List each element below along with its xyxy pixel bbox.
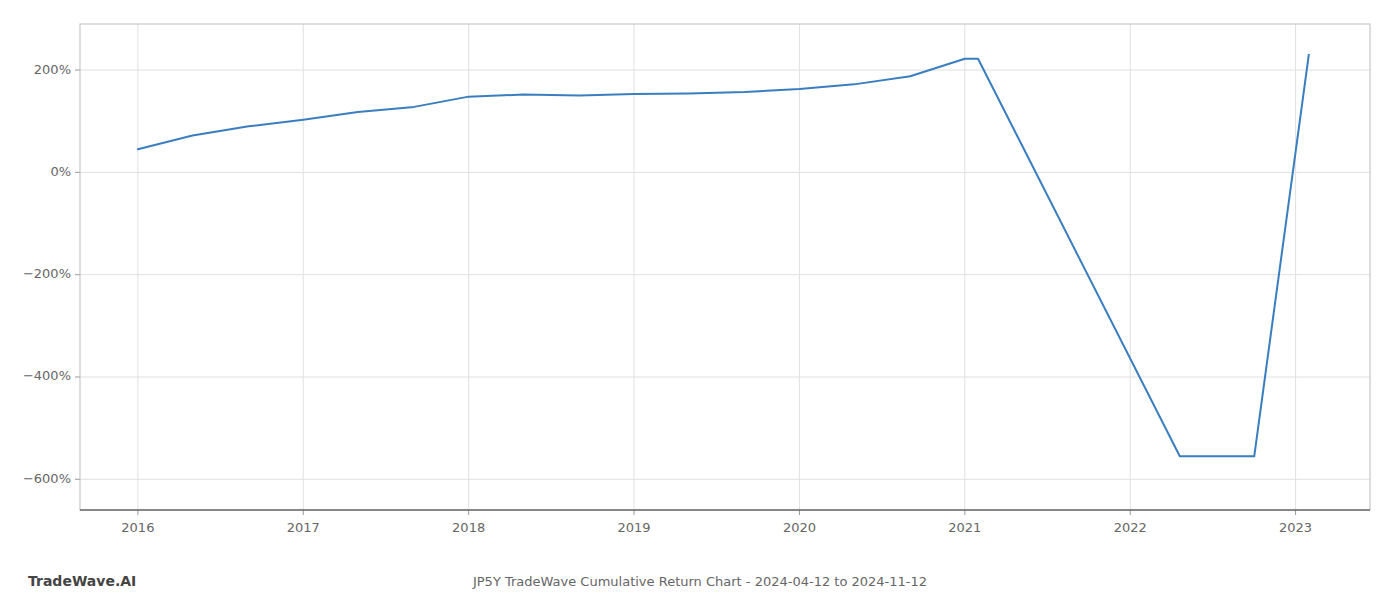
y-tick [75, 479, 80, 480]
y-tick-label: 0% [50, 164, 71, 179]
y-grid-line [80, 376, 1370, 377]
line-series [138, 55, 1309, 457]
x-grid-line [1130, 24, 1131, 510]
x-grid-line [1295, 24, 1296, 510]
plot-frame [80, 24, 1370, 510]
x-tick [1295, 510, 1296, 515]
x-grid-line [799, 24, 800, 510]
x-tick-label: 2021 [948, 520, 981, 535]
x-tick-label: 2019 [617, 520, 650, 535]
y-tick-label: 200% [34, 62, 71, 77]
y-tick-label: −400% [23, 368, 71, 383]
x-grid-line [137, 24, 138, 510]
x-axis-line [80, 510, 1370, 511]
y-tick-label: −600% [23, 471, 71, 486]
x-grid-line [964, 24, 965, 510]
x-grid-line [634, 24, 635, 510]
y-tick [75, 274, 80, 275]
watermark: TradeWave.AI [28, 573, 136, 589]
y-grid-line [80, 70, 1370, 71]
x-tick-label: 2023 [1279, 520, 1312, 535]
x-tick [137, 510, 138, 515]
y-tick-label: −200% [23, 266, 71, 281]
x-tick [634, 510, 635, 515]
y-grid-line [80, 479, 1370, 480]
y-tick [75, 70, 80, 71]
x-tick-label: 2018 [452, 520, 485, 535]
x-grid-line [303, 24, 304, 510]
x-tick-label: 2016 [121, 520, 154, 535]
chart-container: 200% 0% −200% −400% −600% 2016 2017 2018 2019 202… [0, 0, 1400, 600]
x-tick [303, 510, 304, 515]
y-grid-line [80, 172, 1370, 173]
chart-title: JP5Y TradeWave Cumulative Return Chart -… [472, 574, 927, 589]
axes: 200% 0% −200% −400% −600% 2016 2017 2018 2019 202… [23, 24, 1370, 535]
x-tick [1130, 510, 1131, 515]
x-tick-label: 2017 [287, 520, 320, 535]
x-tick [468, 510, 469, 515]
y-tick [75, 376, 80, 377]
y-tick [75, 172, 80, 173]
y-grid-line [80, 274, 1370, 275]
series-group [138, 55, 1309, 457]
x-tick-label: 2020 [783, 520, 816, 535]
grid [80, 24, 1370, 510]
x-tick [799, 510, 800, 515]
x-tick-label: 2022 [1114, 520, 1147, 535]
chart-svg: 200% 0% −200% −400% −600% 2016 2017 2018 2019 202… [0, 0, 1400, 600]
x-tick [964, 510, 965, 515]
